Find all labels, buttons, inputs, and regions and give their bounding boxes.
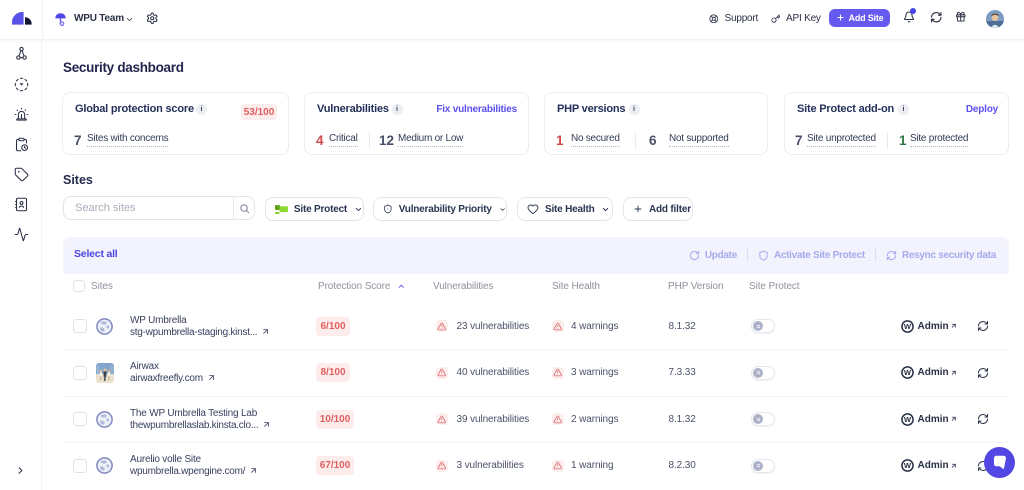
svg-text:W: W bbox=[904, 368, 912, 377]
svg-text:W: W bbox=[904, 322, 912, 331]
svg-text:W: W bbox=[904, 415, 912, 424]
svg-text:W: W bbox=[904, 461, 912, 470]
